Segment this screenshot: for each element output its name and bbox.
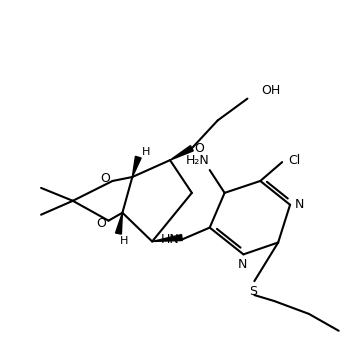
Polygon shape [132,156,141,177]
Text: O: O [101,172,110,184]
Polygon shape [116,213,122,234]
Text: N: N [238,258,247,271]
Text: H: H [120,236,129,246]
Text: OH: OH [261,84,280,97]
Polygon shape [170,146,193,160]
Text: HN: HN [161,233,180,246]
Text: H: H [142,147,150,157]
Text: O: O [97,217,106,230]
Polygon shape [152,235,182,241]
Text: O: O [194,142,204,155]
Text: H₂N: H₂N [186,154,210,167]
Text: Cl: Cl [288,154,300,167]
Text: N: N [294,198,304,211]
Text: S: S [250,284,258,298]
